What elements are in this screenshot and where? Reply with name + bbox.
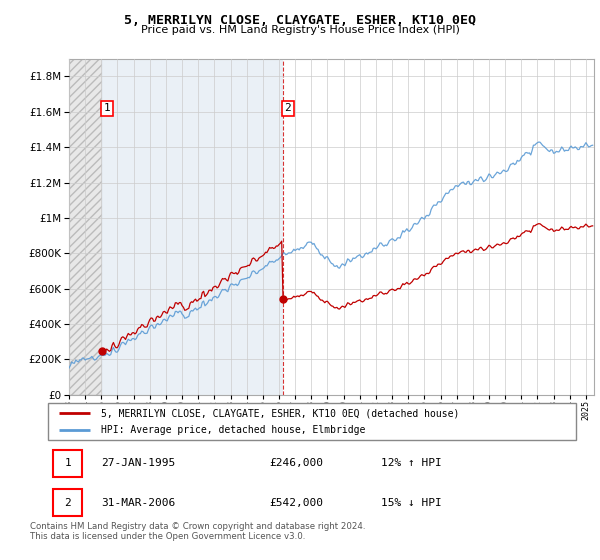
Text: 12% ↑ HPI: 12% ↑ HPI bbox=[380, 459, 442, 468]
Bar bbox=[103, 59, 283, 395]
Text: 1: 1 bbox=[104, 103, 110, 113]
Bar bbox=[69, 59, 103, 395]
Text: £542,000: £542,000 bbox=[270, 498, 324, 507]
Text: 1: 1 bbox=[64, 459, 71, 468]
FancyBboxPatch shape bbox=[48, 403, 576, 440]
FancyBboxPatch shape bbox=[53, 489, 82, 516]
Text: 15% ↓ HPI: 15% ↓ HPI bbox=[380, 498, 442, 507]
Text: HPI: Average price, detached house, Elmbridge: HPI: Average price, detached house, Elmb… bbox=[101, 425, 365, 435]
Text: Price paid vs. HM Land Registry's House Price Index (HPI): Price paid vs. HM Land Registry's House … bbox=[140, 25, 460, 35]
Text: 5, MERRILYN CLOSE, CLAYGATE, ESHER, KT10 0EQ: 5, MERRILYN CLOSE, CLAYGATE, ESHER, KT10… bbox=[124, 14, 476, 27]
Text: 5, MERRILYN CLOSE, CLAYGATE, ESHER, KT10 0EQ (detached house): 5, MERRILYN CLOSE, CLAYGATE, ESHER, KT10… bbox=[101, 408, 459, 418]
Text: £246,000: £246,000 bbox=[270, 459, 324, 468]
Text: 2: 2 bbox=[284, 103, 291, 113]
Text: 2: 2 bbox=[64, 498, 71, 507]
FancyBboxPatch shape bbox=[53, 450, 82, 477]
Bar bbox=[69, 59, 103, 395]
Text: 27-JAN-1995: 27-JAN-1995 bbox=[101, 459, 175, 468]
Text: 31-MAR-2006: 31-MAR-2006 bbox=[101, 498, 175, 507]
Text: Contains HM Land Registry data © Crown copyright and database right 2024.
This d: Contains HM Land Registry data © Crown c… bbox=[30, 522, 365, 542]
